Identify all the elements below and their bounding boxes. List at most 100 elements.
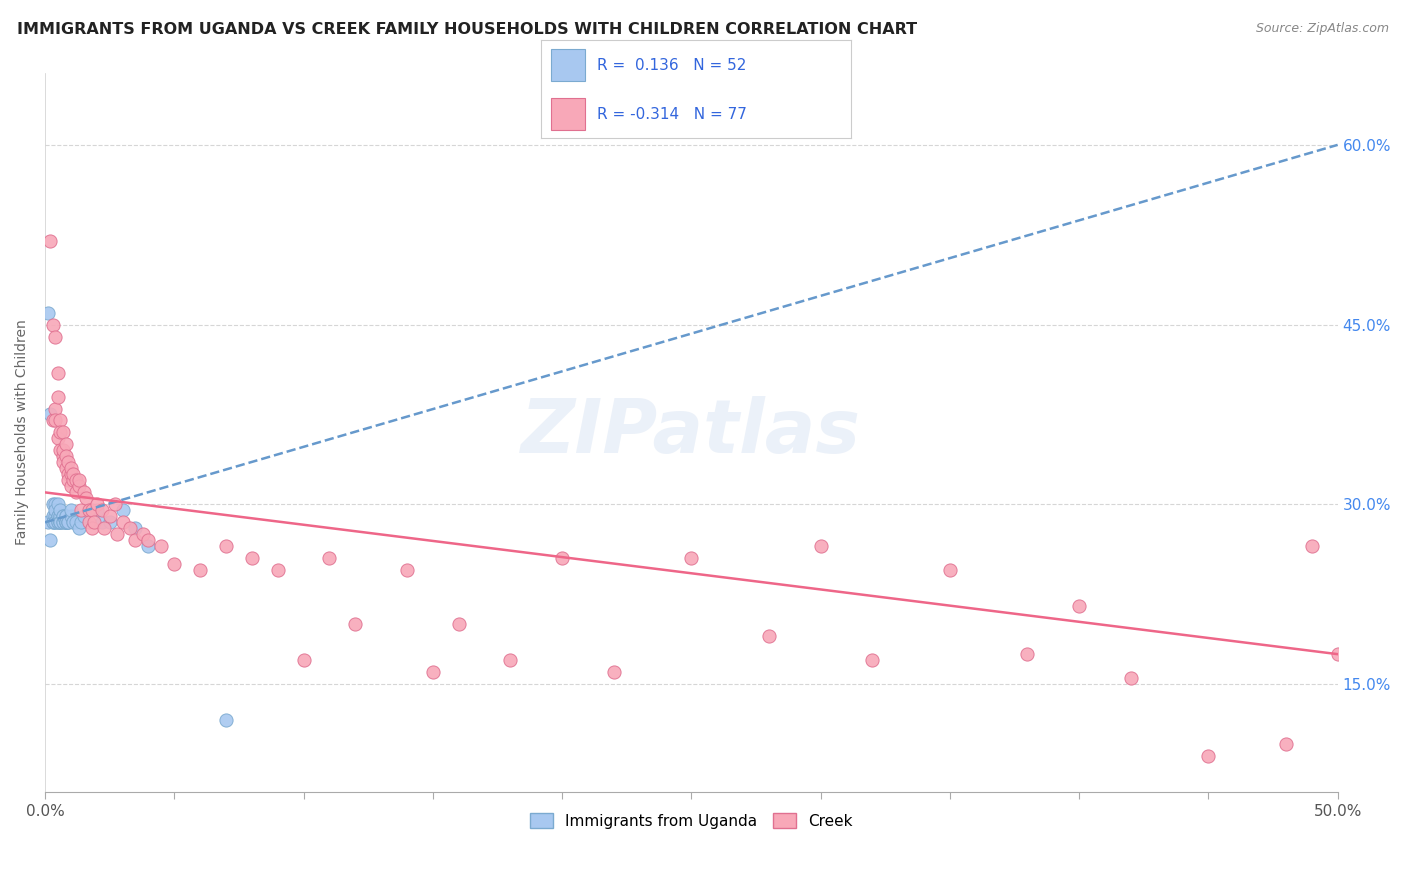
Point	[73, 485, 96, 500]
Point	[681, 551, 703, 566]
Point	[44, 516, 66, 530]
Point	[55, 437, 77, 451]
Point	[86, 503, 108, 517]
Point	[124, 533, 146, 548]
Point	[70, 503, 93, 517]
Point	[58, 516, 80, 530]
Point	[1069, 599, 1091, 614]
Point	[46, 516, 69, 530]
Point	[55, 509, 77, 524]
Point	[59, 509, 82, 524]
Point	[292, 653, 315, 667]
Point	[44, 503, 66, 517]
Point	[1119, 671, 1142, 685]
Point	[37, 516, 59, 530]
Point	[138, 533, 160, 548]
Point	[55, 516, 77, 530]
Point	[59, 461, 82, 475]
Point	[39, 533, 62, 548]
Point	[46, 366, 69, 380]
Text: Source: ZipAtlas.com: Source: ZipAtlas.com	[1256, 22, 1389, 36]
Point	[55, 516, 77, 530]
Point	[90, 503, 112, 517]
Point	[105, 527, 128, 541]
Point	[44, 497, 66, 511]
Point	[55, 516, 77, 530]
Point	[344, 617, 367, 632]
Point	[52, 443, 75, 458]
Point	[98, 509, 121, 524]
Legend: Immigrants from Uganda, Creek: Immigrants from Uganda, Creek	[524, 806, 859, 835]
Point	[240, 551, 263, 566]
Point	[86, 497, 108, 511]
Point	[39, 234, 62, 248]
Point	[59, 467, 82, 482]
Point	[215, 539, 238, 553]
Point	[59, 503, 82, 517]
Point	[58, 455, 80, 469]
Point	[52, 425, 75, 440]
Point	[55, 509, 77, 524]
Point	[52, 509, 75, 524]
Point	[52, 516, 75, 530]
Point	[111, 516, 134, 530]
Point	[46, 432, 69, 446]
Point	[49, 509, 72, 524]
Point	[37, 305, 59, 319]
Point	[39, 408, 62, 422]
Point	[551, 551, 574, 566]
Point	[62, 516, 84, 530]
Point	[44, 516, 66, 530]
Point	[70, 516, 93, 530]
FancyBboxPatch shape	[551, 49, 585, 81]
Point	[1326, 647, 1348, 661]
Point	[44, 509, 66, 524]
Point	[62, 516, 84, 530]
Point	[132, 527, 155, 541]
Point	[77, 516, 100, 530]
Point	[65, 474, 87, 488]
Point	[42, 413, 65, 427]
Point	[62, 474, 84, 488]
Point	[42, 497, 65, 511]
Point	[758, 629, 780, 643]
Point	[188, 563, 211, 577]
Point	[90, 516, 112, 530]
Point	[44, 413, 66, 427]
Point	[163, 558, 186, 572]
Y-axis label: Family Households with Children: Family Households with Children	[15, 319, 30, 545]
Point	[138, 539, 160, 553]
Point	[422, 665, 444, 680]
Point	[67, 474, 90, 488]
Point	[77, 503, 100, 517]
Point	[49, 516, 72, 530]
Point	[150, 539, 173, 553]
Point	[42, 516, 65, 530]
Point	[46, 509, 69, 524]
Point	[49, 443, 72, 458]
Point	[499, 653, 522, 667]
Point	[80, 521, 103, 535]
Point	[447, 617, 470, 632]
Point	[55, 461, 77, 475]
Point	[939, 563, 962, 577]
Point	[52, 516, 75, 530]
FancyBboxPatch shape	[551, 98, 585, 130]
Point	[58, 516, 80, 530]
Point	[266, 563, 288, 577]
Point	[215, 713, 238, 727]
Point	[46, 390, 69, 404]
Point	[603, 665, 626, 680]
Point	[1301, 539, 1323, 553]
Point	[1017, 647, 1039, 661]
Point	[58, 467, 80, 482]
Point	[49, 413, 72, 427]
Point	[49, 425, 72, 440]
Point	[42, 318, 65, 332]
Point	[67, 521, 90, 535]
Point	[44, 401, 66, 416]
Point	[111, 503, 134, 517]
Point	[124, 521, 146, 535]
Point	[80, 503, 103, 517]
Point	[42, 509, 65, 524]
